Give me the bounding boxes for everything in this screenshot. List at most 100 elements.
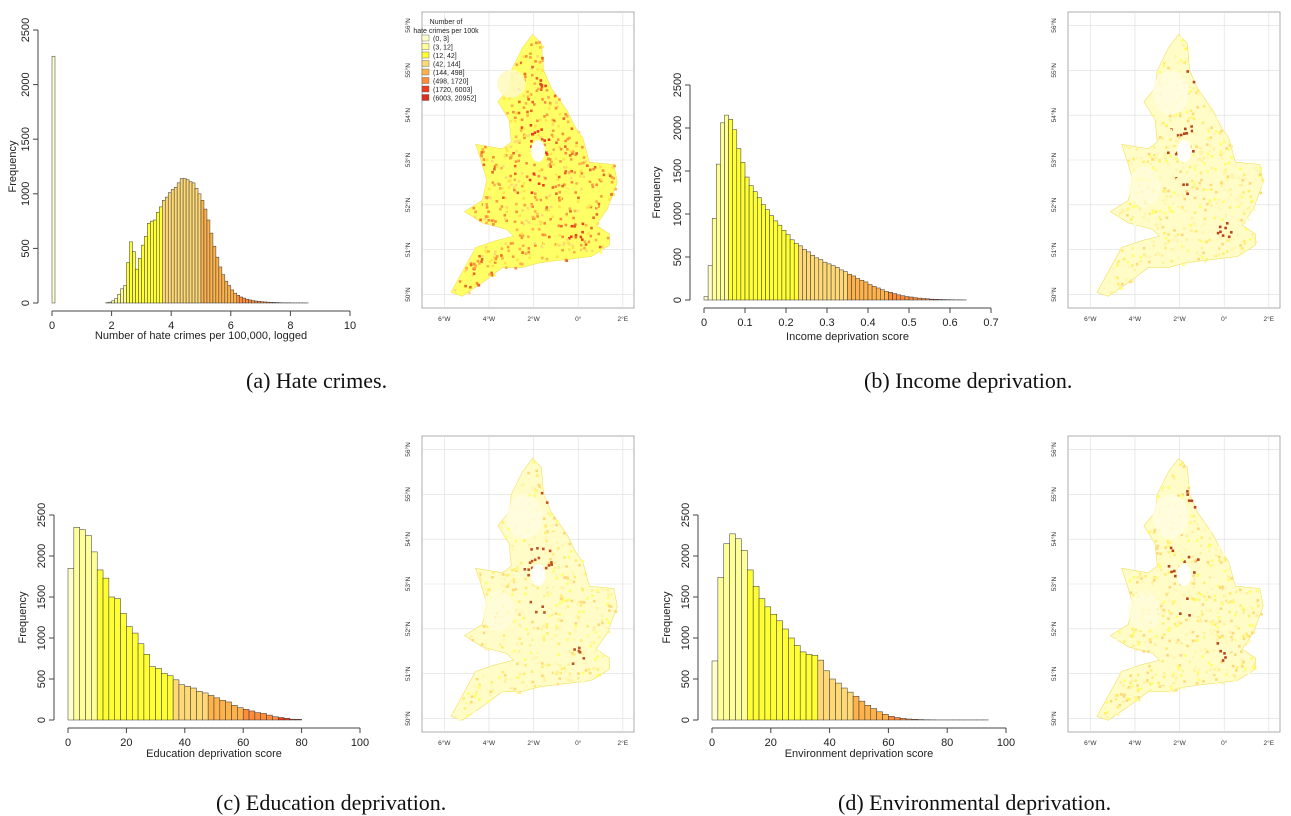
map-region xyxy=(1204,648,1207,651)
map-region xyxy=(547,96,550,99)
map-region xyxy=(1234,676,1237,679)
map-region xyxy=(1191,561,1194,564)
map-region xyxy=(1225,214,1228,217)
map-region xyxy=(1210,184,1213,187)
map-region xyxy=(1164,243,1167,246)
map-region xyxy=(1151,682,1154,685)
map-region xyxy=(1193,669,1196,672)
map-region xyxy=(1172,203,1175,206)
map-region xyxy=(548,138,551,141)
map-region xyxy=(1125,279,1128,282)
map-region xyxy=(1191,500,1194,503)
map-region xyxy=(1155,211,1158,214)
map-region xyxy=(557,547,560,550)
map-region xyxy=(1192,531,1195,534)
map-region xyxy=(1130,592,1133,595)
map-region xyxy=(547,674,550,677)
map-region xyxy=(1197,574,1200,577)
map-region xyxy=(542,548,545,551)
map-region xyxy=(519,638,522,641)
map-region xyxy=(591,247,594,250)
caption-d: (d) Environmental deprivation. xyxy=(838,790,1111,816)
map-region xyxy=(1132,632,1135,635)
map-region xyxy=(1169,586,1172,589)
map-legend-swatch xyxy=(422,69,429,75)
map-region xyxy=(543,679,546,682)
map-region xyxy=(1189,86,1192,89)
histogram-bar xyxy=(80,530,86,720)
histogram-bar xyxy=(790,240,794,300)
map-region xyxy=(1182,687,1185,690)
map-region xyxy=(1239,589,1242,592)
map-region xyxy=(501,646,504,649)
map-region xyxy=(526,685,529,688)
map-region xyxy=(603,174,606,177)
map-region xyxy=(504,214,507,217)
map-lat-label: 54°N xyxy=(1050,532,1058,547)
map-region xyxy=(485,250,488,253)
x-tick-label: 0 xyxy=(701,317,707,329)
map-region xyxy=(581,162,584,165)
map-region xyxy=(1230,248,1233,251)
map-region xyxy=(516,145,519,148)
map-lon-label: 6°W xyxy=(1084,739,1097,747)
map-region xyxy=(600,251,603,254)
map-region xyxy=(1181,61,1184,64)
map-region xyxy=(487,250,490,253)
map-region xyxy=(1186,238,1189,241)
map-region xyxy=(1227,667,1230,670)
map-region xyxy=(1188,487,1191,490)
map-region xyxy=(541,492,544,495)
map-region xyxy=(512,589,515,592)
map-region xyxy=(523,539,526,542)
map-region xyxy=(1143,650,1146,653)
map-region xyxy=(525,55,528,58)
map-region xyxy=(528,257,531,260)
map-region xyxy=(541,257,544,260)
histogram-bar xyxy=(198,194,201,303)
map-region xyxy=(522,681,525,684)
histogram-bar xyxy=(831,266,835,300)
map-region xyxy=(510,678,513,681)
map-region xyxy=(481,574,484,577)
map-region xyxy=(527,85,530,88)
map-region xyxy=(1196,523,1199,526)
map-region xyxy=(1222,553,1225,556)
map-region xyxy=(595,184,598,187)
map-region xyxy=(1166,217,1169,220)
map-region xyxy=(573,648,576,651)
histogram-bar xyxy=(150,221,153,303)
map-region xyxy=(484,146,487,149)
map-region xyxy=(1156,242,1159,245)
map-region xyxy=(1243,174,1246,177)
map-region xyxy=(1128,167,1160,207)
map-region xyxy=(1181,234,1184,237)
map-legend-entry: (144, 498] xyxy=(433,70,465,77)
map-region xyxy=(1243,609,1246,612)
map-region xyxy=(564,607,567,610)
map-region xyxy=(580,236,583,239)
map-region xyxy=(593,612,596,615)
map-region xyxy=(517,676,520,679)
histogram-bar xyxy=(788,638,794,720)
histogram-bar xyxy=(144,236,147,303)
map-region xyxy=(1199,206,1202,209)
map-region xyxy=(1245,592,1248,595)
map-region xyxy=(546,206,549,209)
map-region xyxy=(1243,638,1246,641)
map-region xyxy=(595,200,598,203)
map-region xyxy=(1206,203,1209,206)
map-region xyxy=(1249,182,1252,185)
map-region xyxy=(584,661,587,664)
map-region xyxy=(527,574,530,577)
map-region xyxy=(572,246,575,249)
histogram-bar xyxy=(118,294,121,303)
map-region xyxy=(494,260,497,263)
map-region xyxy=(575,582,578,585)
map-region xyxy=(1173,145,1176,148)
histogram-bar xyxy=(745,177,749,300)
map-region xyxy=(1191,94,1194,97)
map-region xyxy=(542,184,545,187)
map-region xyxy=(1211,167,1214,170)
map-region xyxy=(551,220,554,223)
